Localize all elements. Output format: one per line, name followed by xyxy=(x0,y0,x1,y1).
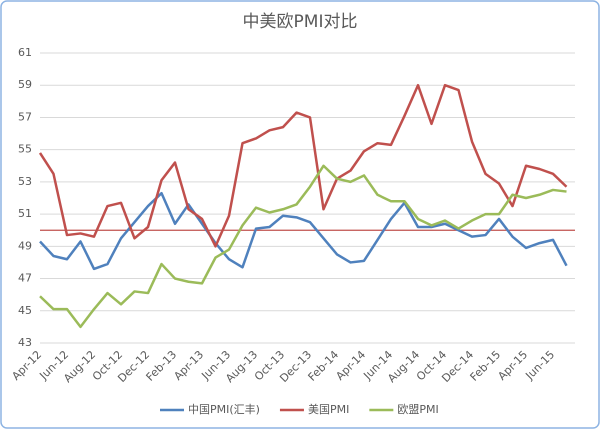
y-tick-label: 59 xyxy=(18,78,32,91)
y-tick-label: 43 xyxy=(18,336,32,349)
y-tick-label: 45 xyxy=(18,304,32,317)
series-line xyxy=(39,191,568,271)
legend-label: 欧盟PMI xyxy=(397,403,438,416)
y-tick-label: 49 xyxy=(18,239,32,252)
y-tick-label: 57 xyxy=(18,110,32,123)
y-tick-label: 53 xyxy=(18,175,32,188)
y-tick-label: 47 xyxy=(18,272,32,285)
y-tick-label: 51 xyxy=(18,207,32,220)
legend-label: 美国PMI xyxy=(308,403,349,416)
y-tick-label: 55 xyxy=(18,143,32,156)
series-line xyxy=(39,164,567,329)
y-tick-label: 61 xyxy=(18,46,32,59)
legend-label: 中国PMI(汇丰) xyxy=(188,403,260,416)
series-line xyxy=(38,83,568,248)
chart-title: 中美欧PMI对比 xyxy=(243,12,358,32)
